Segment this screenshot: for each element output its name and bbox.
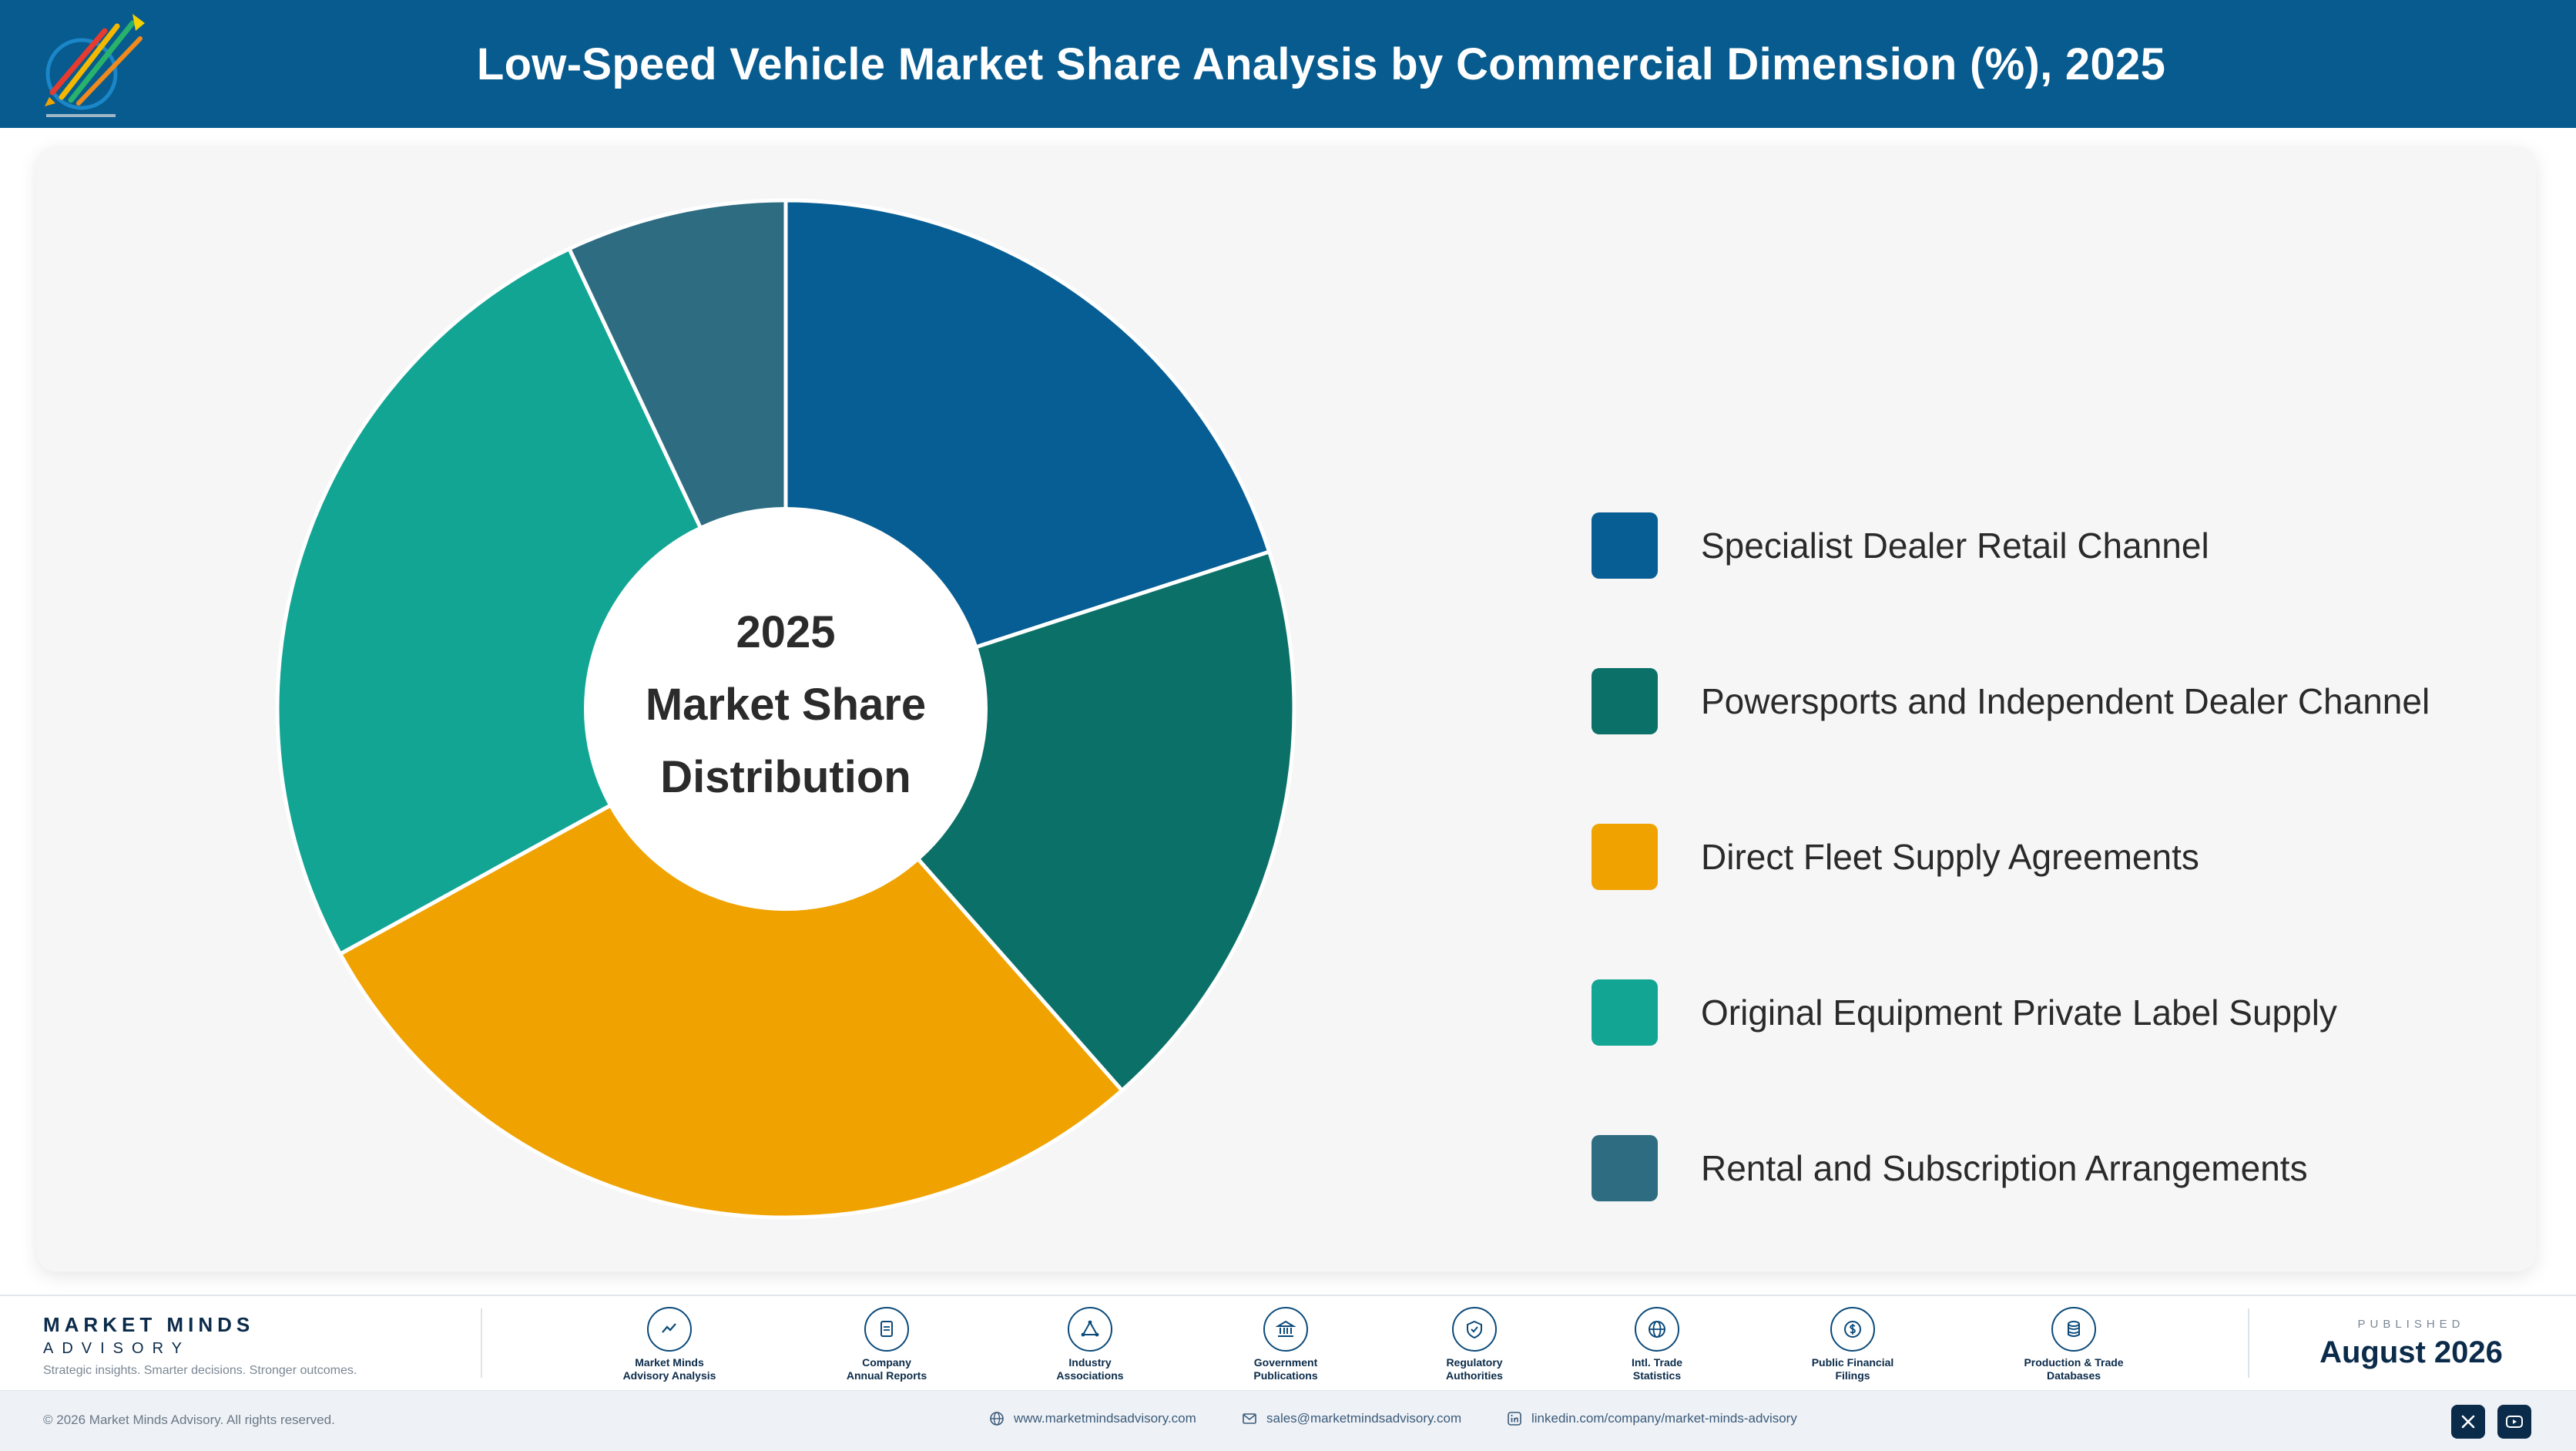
copyright-text: © 2026 Market Minds Advisory. All rights…	[43, 1412, 335, 1427]
legend-item[interactable]: Powersports and Independent Dealer Chann…	[1592, 667, 2430, 735]
footer: MARKET MINDS ADVISORY Strategic insights…	[0, 1295, 2576, 1390]
donut-center-label: Distribution	[660, 752, 911, 802]
source-item: Government Publications	[1209, 1307, 1363, 1382]
brand-block: MARKET MINDS ADVISORY Strategic insights…	[43, 1313, 357, 1378]
source-label: Public Financial Filings	[1811, 1356, 1894, 1382]
legend-label: Rental and Subscription Arrangements	[1701, 1148, 2308, 1188]
x-social-button[interactable]	[2451, 1405, 2485, 1439]
published-block: PUBLISHED August 2026	[2296, 1318, 2527, 1370]
legend-swatch	[1592, 979, 1658, 1046]
youtube-icon	[2506, 1416, 2523, 1428]
source-item: Public Financial Filings	[1776, 1307, 1930, 1382]
header-bar: Low-Speed Vehicle Market Share Analysis …	[0, 0, 2576, 128]
legend-label: Specialist Dealer Retail Channel	[1701, 526, 2209, 566]
linkedin-link[interactable]: linkedin.com/company/market-minds-adviso…	[1507, 1411, 1797, 1426]
legend-swatch	[1592, 824, 1658, 890]
legend-label: Direct Fleet Supply Agreements	[1701, 837, 2199, 877]
source-label: Market Minds Advisory Analysis	[622, 1356, 716, 1382]
legend-item[interactable]: Direct Fleet Supply Agreements	[1592, 823, 2199, 891]
website-link[interactable]: www.marketmindsadvisory.com	[989, 1411, 1196, 1426]
shield-icon	[1452, 1307, 1497, 1352]
source-item: Production & Trade Databases	[1997, 1307, 2151, 1382]
website-text: www.marketmindsadvisory.com	[1014, 1411, 1196, 1426]
published-label: PUBLISHED	[2357, 1318, 2465, 1331]
legend-swatch	[1592, 1135, 1658, 1201]
youtube-social-button[interactable]	[2497, 1405, 2531, 1439]
chart-card: 2025 Market Share Distribution Specialist …	[37, 146, 2536, 1271]
chart-line-icon	[647, 1307, 692, 1352]
linkedin-icon	[1508, 1412, 1521, 1426]
source-label: Industry Associations	[1056, 1356, 1124, 1382]
legend-label: Powersports and Independent Dealer Chann…	[1701, 681, 2430, 721]
database-icon	[2051, 1307, 2096, 1352]
x-icon	[2461, 1415, 2475, 1429]
source-item: Company Annual Reports	[810, 1307, 964, 1382]
source-item: Regulatory Authorities	[1397, 1307, 1551, 1382]
source-label: Production & Trade Databases	[2024, 1356, 2124, 1382]
page-title: Low-Speed Vehicle Market Share Analysis …	[476, 39, 2166, 89]
donut-center-label: 2025	[736, 607, 835, 657]
source-item: Intl. Trade Statistics	[1580, 1307, 1734, 1382]
footer-divider	[481, 1308, 482, 1378]
email-text: sales@marketmindsadvisory.com	[1266, 1411, 1462, 1426]
donut-hole	[584, 507, 988, 911]
bottom-bar: © 2026 Market Minds Advisory. All rights…	[0, 1390, 2576, 1451]
brand-name: MARKET MINDS	[43, 1313, 255, 1336]
legend-swatch	[1592, 512, 1658, 579]
donut-chart: 2025 Market Share Distribution	[275, 198, 1296, 1220]
footer-divider	[2248, 1308, 2249, 1378]
source-label: Government Publications	[1253, 1356, 1318, 1382]
source-item: Industry Associations	[1013, 1307, 1167, 1382]
legend-swatch	[1592, 668, 1658, 734]
source-label: Company Annual Reports	[846, 1356, 927, 1382]
globe-icon	[1635, 1307, 1679, 1352]
globe-icon	[990, 1412, 1004, 1426]
linkedin-text: linkedin.com/company/market-minds-adviso…	[1531, 1411, 1797, 1426]
pie-slice-3[interactable]	[337, 706, 1125, 1220]
email-link[interactable]: sales@marketmindsadvisory.com	[1242, 1411, 1461, 1426]
source-label: Regulatory Authorities	[1446, 1356, 1503, 1382]
legend-item[interactable]: Specialist Dealer Retail Channel	[1592, 512, 2209, 579]
published-date: August 2026	[2319, 1335, 2503, 1369]
donut-center-label: Market Share	[646, 680, 926, 730]
document-icon	[864, 1307, 909, 1352]
network-icon	[1068, 1307, 1112, 1352]
source-label: Intl. Trade Statistics	[1631, 1356, 1683, 1382]
company-logo-icon	[45, 14, 145, 117]
mail-icon	[1243, 1413, 1256, 1424]
legend-item[interactable]: Original Equipment Private Label Supply	[1592, 979, 2337, 1046]
brand-subtitle: ADVISORY	[43, 1340, 190, 1357]
legend-item[interactable]: Rental and Subscription Arrangements	[1592, 1134, 2308, 1202]
building-icon	[1263, 1307, 1308, 1352]
legend-label: Original Equipment Private Label Supply	[1701, 993, 2337, 1033]
source-item: Market Minds Advisory Analysis	[592, 1307, 746, 1382]
brand-tagline: Strategic insights. Smarter decisions. S…	[43, 1364, 357, 1377]
dollar-icon	[1830, 1307, 1875, 1352]
